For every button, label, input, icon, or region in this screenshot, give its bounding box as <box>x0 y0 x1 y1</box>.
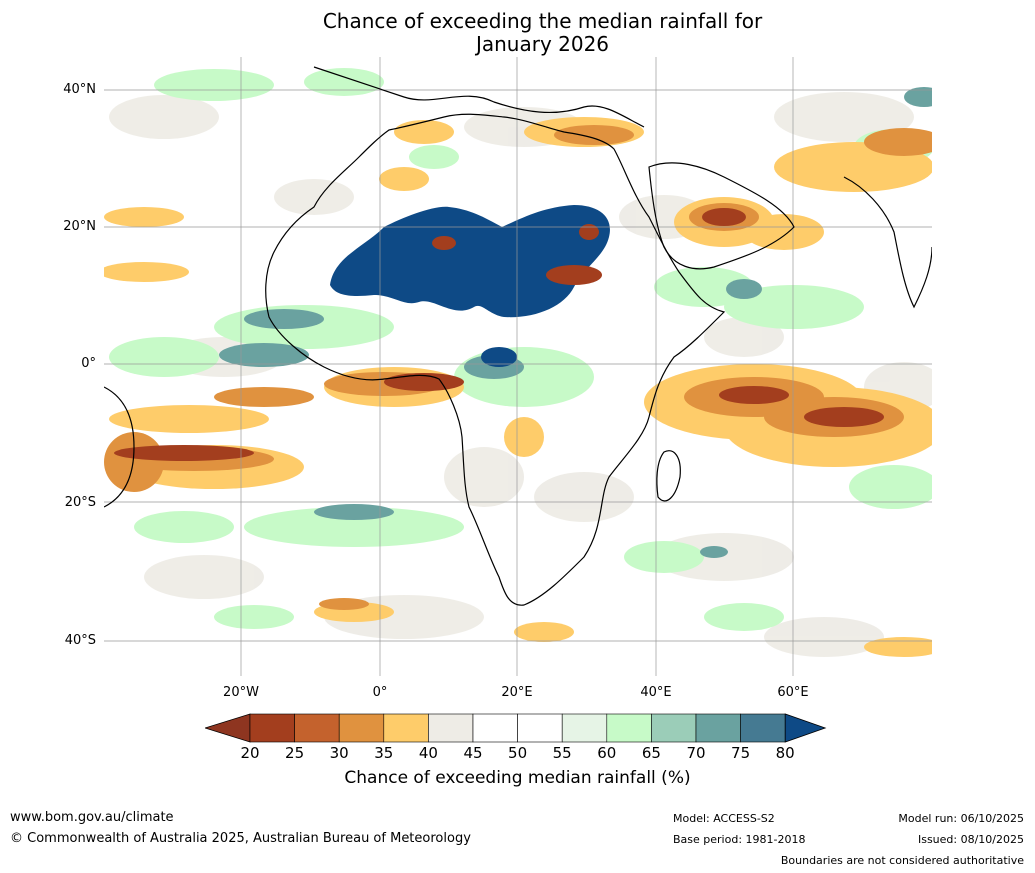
colorbar <box>205 713 827 743</box>
colorbar-tick-label: 75 <box>731 744 751 762</box>
colorbar-tick-label: 60 <box>597 744 617 762</box>
colorbar-segment-40-45 <box>428 713 474 743</box>
colorbar-tick-label: 80 <box>775 744 795 762</box>
footer-model: Model: ACCESS-S2 <box>673 812 775 825</box>
rainfall-outlook-map[interactable] <box>104 57 932 676</box>
footer-disclaimer: Boundaries are not considered authoritat… <box>780 854 1024 867</box>
colorbar-segment-60-65 <box>606 713 652 743</box>
colorbar-segment-65-70 <box>651 713 697 743</box>
colorbar-tick-label: 30 <box>329 744 349 762</box>
footer-base-period: Base period: 1981-2018 <box>673 833 806 846</box>
wet-strong-areas <box>330 205 610 367</box>
map-title-line2: January 2026 <box>475 32 610 56</box>
colorbar-tick-label: 70 <box>686 744 706 762</box>
dry-strong-areas <box>114 208 884 461</box>
colorbar-segment-45-50 <box>472 713 518 743</box>
colorbar-tick-label: 45 <box>463 744 483 762</box>
map-title: Chance of exceeding the median rainfall … <box>0 10 1035 56</box>
madagascar-coastline <box>656 450 681 502</box>
arabia-coastline <box>648 162 795 270</box>
footer-model-run: Model run: 06/10/2025 <box>898 812 1024 825</box>
colorbar-segment-25-30 <box>294 713 340 743</box>
lat-label-20n: 20°N <box>63 219 96 234</box>
india-coastline <box>843 176 932 309</box>
colorbar-segment-20-25 <box>249 713 295 743</box>
lon-label-40e: 40°E <box>640 685 672 700</box>
footer-copyright: © Commonwealth of Australia 2025, Austra… <box>10 831 471 846</box>
colorbar-segment-30-35 <box>338 713 385 743</box>
lat-label-20s: 20°S <box>64 495 96 510</box>
south-america-coastline <box>104 386 135 508</box>
colorbar-high-extension <box>784 713 827 743</box>
colorbar-segment-75-80 <box>740 713 786 743</box>
colorbar-low-extension <box>205 713 251 743</box>
africa-coastline <box>265 113 726 606</box>
colorbar-tick-label: 55 <box>552 744 572 762</box>
lon-label-0: 0° <box>372 685 388 700</box>
lon-label-60e: 60°E <box>777 685 809 700</box>
lat-label-40s: 40°S <box>64 633 96 648</box>
footer-issued: Issued: 08/10/2025 <box>917 833 1024 846</box>
lat-label-0: 0° <box>81 356 96 371</box>
colorbar-tick-label: 20 <box>240 744 260 762</box>
lon-label-20e: 20°E <box>501 685 533 700</box>
graticule <box>104 57 932 676</box>
colorbar-tick-label: 65 <box>641 744 661 762</box>
colorbar-tick-label: 25 <box>285 744 305 762</box>
lat-label-40n: 40°N <box>63 82 96 97</box>
colorbar-segment-70-75 <box>695 713 741 743</box>
footer-website-link[interactable]: www.bom.gov.au/climate <box>10 810 174 825</box>
coastlines <box>104 66 932 606</box>
colorbar-segment-55-60 <box>561 713 608 743</box>
colorbar-tick-label: 35 <box>374 744 394 762</box>
colorbar-segment-35-40 <box>383 713 429 743</box>
colorbar-label: Chance of exceeding median rainfall (%) <box>344 768 691 788</box>
lon-label-20w: 20°W <box>223 685 259 700</box>
colorbar-tick-label: 40 <box>418 744 438 762</box>
map-title-line1: Chance of exceeding the median rainfall … <box>322 9 763 33</box>
colorbar-segment-50-55 <box>517 713 563 743</box>
europe-coastline <box>313 66 645 128</box>
colorbar-tick-label: 50 <box>508 744 528 762</box>
